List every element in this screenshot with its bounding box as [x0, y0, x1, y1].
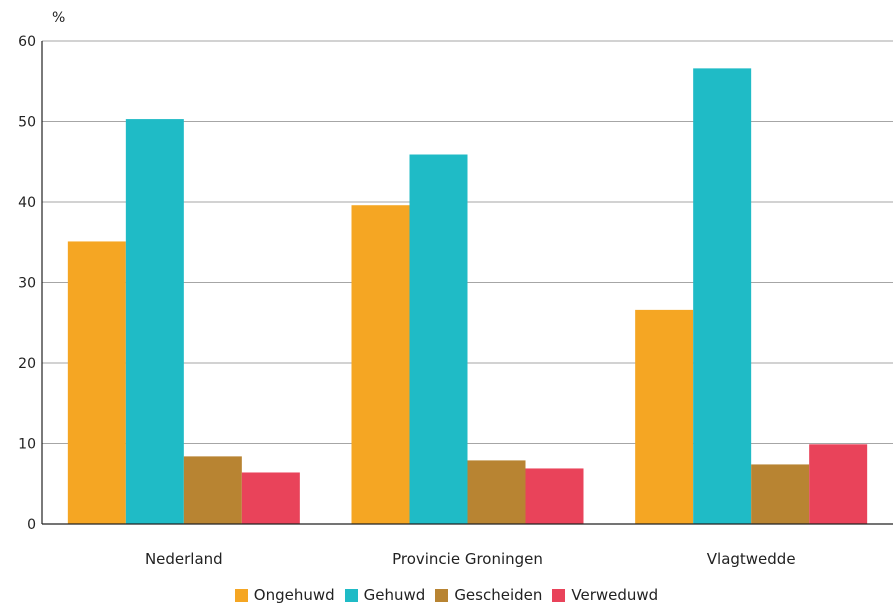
- legend-swatch: [435, 588, 449, 602]
- y-tick-label: 40: [18, 195, 36, 211]
- bar-gescheiden-vlagtwedde: [751, 464, 810, 524]
- bar-gehuwd-provincie-groningen: [409, 154, 468, 524]
- bar-gehuwd-nederland: [125, 119, 184, 525]
- axes: [41, 41, 893, 525]
- bar-verweduwd-nederland: [241, 472, 300, 524]
- x-category-label: Nederland: [145, 550, 223, 568]
- bar-gescheiden-provincie-groningen: [467, 460, 526, 524]
- legend-label: Verweduwd: [571, 586, 659, 604]
- y-tick-labels: 0 10 20 30 40 50 60: [18, 34, 36, 533]
- legend-swatch: [234, 588, 248, 602]
- bar-ongehuwd-vlagtwedde: [635, 309, 694, 524]
- legend-swatch: [552, 588, 566, 602]
- bar-gehuwd-vlagtwedde: [693, 68, 752, 525]
- legend-label: Gescheiden: [454, 586, 543, 604]
- y-tick-label: 50: [18, 115, 36, 131]
- legend-item: Gehuwd: [344, 586, 426, 604]
- bars: [67, 68, 868, 525]
- bar-gescheiden-nederland: [183, 456, 242, 524]
- x-category-label: Vlagtwedde: [707, 550, 796, 568]
- x-category-label: Provincie Groningen: [392, 550, 543, 568]
- bar-verweduwd-provincie-groningen: [525, 468, 584, 524]
- legend-item: Gescheiden: [435, 586, 542, 604]
- y-tick-label: 60: [18, 34, 36, 50]
- bar-ongehuwd-nederland: [67, 241, 126, 524]
- legend-swatch: [344, 588, 358, 602]
- y-axis-unit-label: %: [52, 10, 65, 26]
- legend-label: Ongehuwd: [253, 586, 335, 604]
- y-tick-label: 30: [18, 276, 36, 292]
- legend-label: Gehuwd: [363, 586, 426, 604]
- x-category-labels: Nederland Provincie Groningen Vlagtwedde: [145, 550, 796, 568]
- legend-item: Ongehuwd: [234, 586, 335, 604]
- legend: Ongehuwd Gehuwd Gescheiden Verweduwd: [0, 585, 893, 605]
- y-tick-label: 0: [27, 517, 36, 533]
- y-tick-label: 20: [18, 356, 36, 372]
- y-tick-label: 10: [18, 437, 36, 453]
- legend-item: Verweduwd: [552, 586, 658, 604]
- bar-verweduwd-vlagtwedde: [809, 444, 868, 524]
- bar-ongehuwd-provincie-groningen: [351, 205, 410, 524]
